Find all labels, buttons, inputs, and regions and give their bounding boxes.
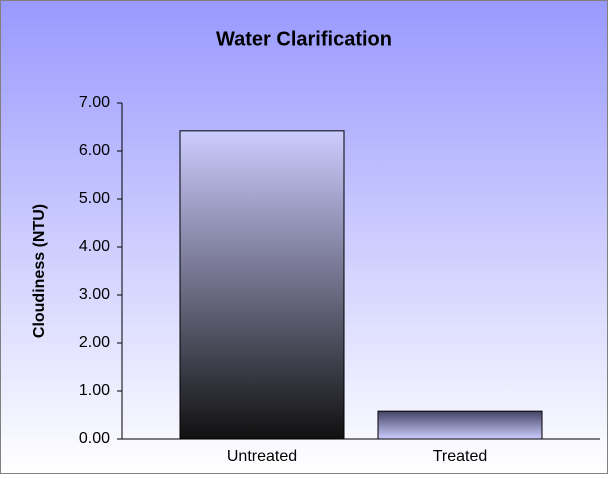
y-axis-label: Cloudiness (NTU) [31, 204, 48, 338]
x-tick-label: Treated [433, 448, 488, 465]
y-tick-label: 3.00 [79, 286, 110, 303]
bar [179, 130, 345, 440]
y-tick-label: 6.00 [79, 142, 110, 159]
bar [377, 410, 543, 440]
y-tick-label: 7.00 [79, 94, 110, 111]
y-tick-label: 1.00 [79, 382, 110, 399]
y-tick-label: 4.00 [79, 238, 110, 255]
y-tick-label: 2.00 [79, 334, 110, 351]
chart-title: Water Clarification [216, 28, 392, 50]
y-tick-label: 5.00 [79, 190, 110, 207]
y-tick-label: 0.00 [79, 430, 110, 447]
x-tick-label: Untreated [227, 448, 297, 465]
